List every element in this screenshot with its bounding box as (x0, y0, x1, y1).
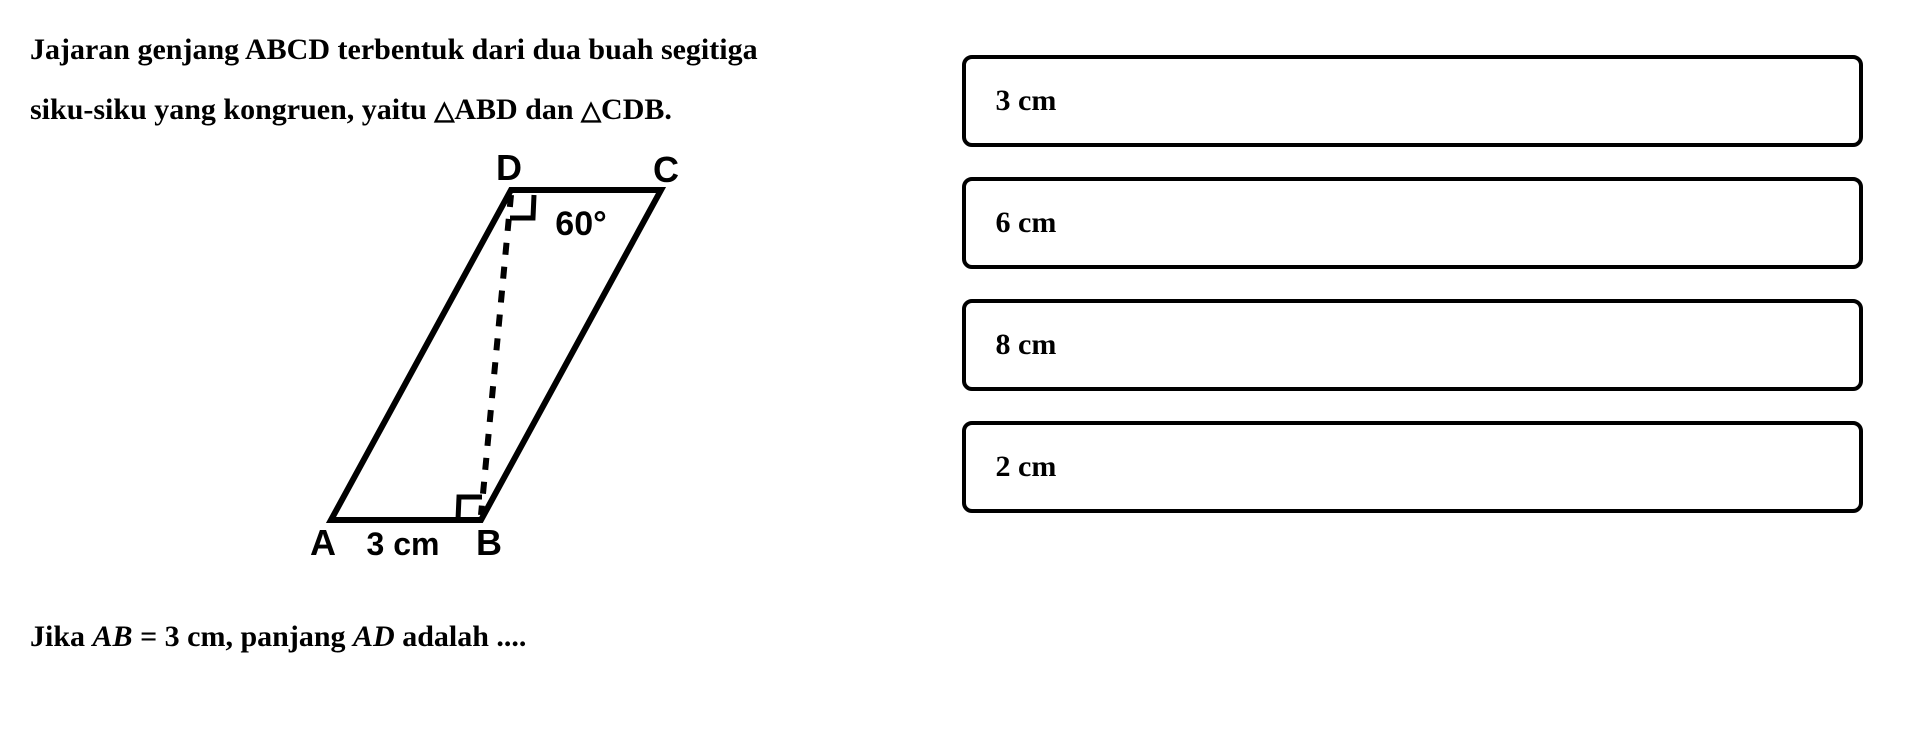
option-b-label: 6 cm (996, 206, 1057, 239)
bq-var1: AB (93, 620, 133, 653)
label-d: D (496, 147, 522, 188)
option-a[interactable]: 3 cm (962, 55, 1864, 147)
label-b: B (476, 522, 502, 560)
and-text: dan (518, 93, 581, 126)
triangle-symbol-2: △ (581, 85, 601, 137)
option-c[interactable]: 8 cm (962, 299, 1864, 391)
triangle-label-1: ABD (454, 93, 517, 126)
diagram-container: D C A B 60° 3 cm (30, 140, 962, 560)
question-line1: Jajaran genjang ABCD terbentuk dari dua … (30, 33, 758, 66)
angle-label: 60° (555, 205, 606, 243)
question-text-block: Jajaran genjang ABCD terbentuk dari dua … (30, 20, 962, 140)
period: . (664, 93, 672, 126)
base-measure-label: 3 cm (366, 526, 439, 560)
bq-equals: = 3 cm, panjang (133, 620, 353, 653)
triangle-label-2: CDB (601, 93, 664, 126)
parallelogram-shape (331, 190, 661, 520)
triangle-symbol-1: △ (434, 85, 454, 137)
option-d[interactable]: 2 cm (962, 421, 1864, 513)
parallelogram-diagram: D C A B 60° 3 cm (281, 140, 711, 560)
option-a-label: 3 cm (996, 84, 1057, 117)
question-line2-part1: siku-siku yang kongruen, yaitu (30, 93, 434, 126)
label-a: A (310, 522, 336, 560)
option-c-label: 8 cm (996, 328, 1057, 361)
option-d-label: 2 cm (996, 450, 1057, 483)
bq-prefix: Jika (30, 620, 93, 653)
label-c: C (653, 149, 679, 190)
right-angle-marker-b (458, 497, 482, 520)
bq-suffix: adalah .... (395, 620, 527, 653)
options-panel: 3 cm 6 cm 8 cm 2 cm (962, 20, 1894, 721)
bottom-question-text: Jika AB = 3 cm, panjang AD adalah .... (30, 620, 962, 654)
bq-var2: AD (353, 620, 395, 653)
option-b[interactable]: 6 cm (962, 177, 1864, 269)
question-panel: Jajaran genjang ABCD terbentuk dari dua … (30, 20, 962, 721)
